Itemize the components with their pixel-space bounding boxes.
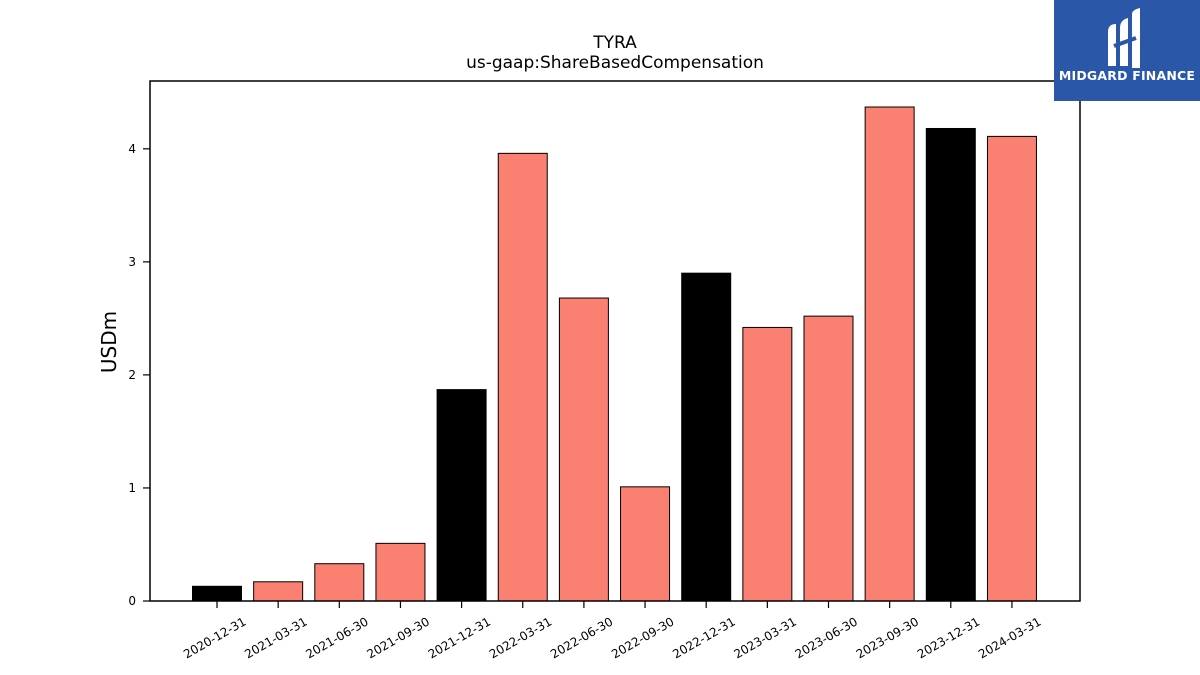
midgard-logo-icon xyxy=(1108,8,1140,68)
brand-logo: MIDGARD FINANCE xyxy=(1054,0,1200,101)
x-tick-label: 2023-09-30 xyxy=(854,614,921,661)
x-tick-label: 2020-12-31 xyxy=(181,614,248,661)
bar-2021-12-31 xyxy=(436,389,487,602)
chart-subtitle: us-gaap:ShareBasedCompensation xyxy=(466,53,764,73)
bar-2021-09-30 xyxy=(375,542,426,602)
x-axis: 2020-12-312021-03-312021-06-302021-09-30… xyxy=(181,601,1043,661)
bar-2022-09-30 xyxy=(620,486,671,602)
bar-2023-12-31 xyxy=(925,127,976,602)
y-tick-label: 0 xyxy=(128,594,136,608)
brand-name: MIDGARD FINANCE xyxy=(1058,68,1196,83)
y-tick-label: 2 xyxy=(128,368,136,382)
y-axis-label: USDm xyxy=(97,311,121,373)
bar-2022-06-30 xyxy=(558,297,609,602)
x-tick-label: 2021-12-31 xyxy=(426,614,493,661)
y-axis: 0 1 2 3 4 xyxy=(128,142,150,608)
x-tick-label: 2023-06-30 xyxy=(793,614,860,661)
bar-2021-03-31 xyxy=(253,581,304,602)
x-tick-label: 2022-03-31 xyxy=(487,614,554,661)
bar-2022-12-31 xyxy=(681,272,732,602)
bar-2020-12-31 xyxy=(192,585,242,602)
x-tick-label: 2022-09-30 xyxy=(609,614,676,661)
y-tick-label: 1 xyxy=(128,481,136,495)
bar-2023-06-30 xyxy=(803,315,854,602)
bar-2023-03-31 xyxy=(742,326,793,602)
x-tick-label: 2022-06-30 xyxy=(548,614,615,661)
x-tick-label: 2024-03-31 xyxy=(976,614,1043,661)
x-tick-label: 2021-09-30 xyxy=(365,614,432,661)
bar-2021-06-30 xyxy=(314,563,365,602)
x-tick-label: 2022-12-31 xyxy=(670,614,737,661)
bar-2022-03-31 xyxy=(497,152,548,602)
y-tick-label: 3 xyxy=(128,255,136,269)
bar-2024-03-31 xyxy=(986,135,1037,602)
bars-group xyxy=(192,106,1037,602)
y-tick-label: 4 xyxy=(128,142,136,156)
x-tick-label: 2023-12-31 xyxy=(915,614,982,661)
x-tick-label: 2021-03-31 xyxy=(242,614,309,661)
x-tick-label: 2021-06-30 xyxy=(303,614,370,661)
chart-title: TYRA xyxy=(592,33,637,53)
x-tick-label: 2023-03-31 xyxy=(731,614,798,661)
bar-2023-09-30 xyxy=(864,106,915,602)
plot-frame xyxy=(149,80,1081,602)
